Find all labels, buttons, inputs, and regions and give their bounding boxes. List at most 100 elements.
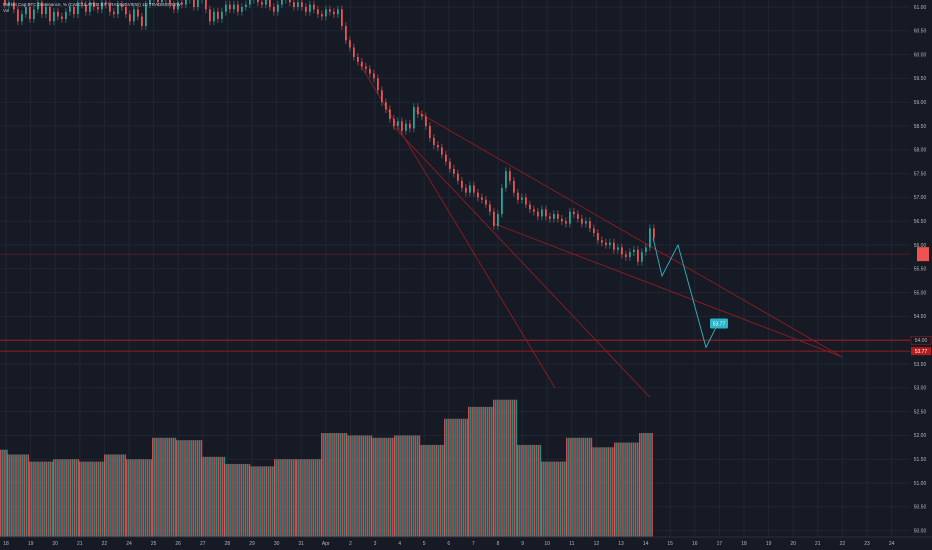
- x-tick-label: 31: [298, 541, 304, 547]
- volume-bar: [444, 418, 446, 537]
- current-price-tag[interactable]: [917, 247, 929, 262]
- target-callout[interactable]: [710, 318, 728, 329]
- volume-bar: [641, 433, 643, 537]
- candle: [401, 121, 403, 131]
- candle: [25, 7, 27, 15]
- candle: [381, 90, 383, 103]
- volume-bar: [89, 461, 91, 537]
- volume-bar: [394, 435, 396, 537]
- volume-bar: [446, 418, 448, 537]
- candle: [437, 145, 439, 148]
- volume-bar: [259, 466, 261, 537]
- candle: [517, 192, 519, 200]
- volume-bar: [352, 435, 354, 537]
- candle: [557, 214, 559, 219]
- volume-bar: [421, 444, 423, 537]
- candle: [409, 123, 411, 129]
- volume-bar: [286, 459, 288, 537]
- volume-bar: [207, 456, 209, 537]
- candle: [553, 214, 555, 219]
- candle: [633, 249, 635, 253]
- volume-bar: [523, 444, 525, 537]
- volume-bar: [158, 437, 160, 537]
- volume-bar: [148, 459, 151, 537]
- x-tick-label: 27: [200, 541, 206, 547]
- x-tick-label: 24: [889, 541, 895, 547]
- candle: [569, 211, 571, 224]
- volume-bar: [488, 406, 491, 537]
- candle: [41, 2, 43, 15]
- x-tick-label: 10: [544, 541, 550, 547]
- volume-bar: [553, 461, 555, 537]
- volume-bar: [480, 406, 482, 537]
- trendline[interactable]: [359, 63, 556, 389]
- volume-bar: [371, 437, 373, 537]
- volume-bar: [51, 461, 54, 537]
- volume-bar: [316, 459, 319, 537]
- volume-bar: [545, 461, 547, 537]
- candle: [353, 47, 355, 57]
- y-tick-label: 57.00: [914, 195, 927, 201]
- y-tick-label: 59.00: [914, 100, 927, 106]
- volume-bar: [213, 456, 215, 537]
- candle: [413, 106, 415, 129]
- volume-bar: [234, 463, 236, 537]
- x-tick-label: 26: [175, 541, 181, 547]
- volume-bar: [375, 437, 377, 537]
- volume-bar: [186, 440, 188, 537]
- candle: [229, 4, 231, 10]
- x-tick-label: 22: [840, 541, 846, 547]
- price-axis[interactable]: [910, 0, 932, 550]
- trendline[interactable]: [392, 125, 651, 398]
- candle: [337, 9, 339, 15]
- volume-bar: [267, 466, 270, 537]
- candle: [609, 242, 611, 245]
- volume-bar: [180, 440, 182, 537]
- symbol-title[interactable]: Market Cap BTC Dominance, % (CALCULATED …: [3, 2, 181, 7]
- volume-bar: [61, 459, 63, 537]
- volume-bar: [321, 433, 323, 537]
- volume-bar: [362, 435, 364, 537]
- candle: [37, 2, 39, 10]
- volume-bar: [448, 418, 450, 537]
- candle: [57, 11, 59, 17]
- volume-bar: [75, 459, 78, 537]
- volume-bar: [114, 454, 116, 537]
- candle: [421, 114, 423, 117]
- volume-bar: [632, 442, 635, 537]
- volume-bar: [541, 461, 543, 537]
- target-axis-label: 53.77: [915, 349, 928, 355]
- volume-bar: [221, 456, 224, 537]
- volume-bar: [433, 444, 435, 537]
- trendline[interactable]: [412, 108, 843, 358]
- volume-bar: [85, 461, 87, 537]
- candle: [345, 26, 347, 41]
- volume-bar: [634, 442, 637, 537]
- volume-bar: [312, 459, 314, 537]
- volume-bar: [164, 437, 166, 537]
- volume-bar: [154, 437, 156, 537]
- volume-bar: [63, 459, 65, 537]
- time-axis[interactable]: [0, 537, 932, 550]
- volume-indicator-label[interactable]: Vol: [3, 8, 10, 13]
- y-tick-label: 59.50: [914, 76, 927, 82]
- volume-bar: [39, 461, 41, 537]
- volume-bar: [493, 399, 495, 537]
- volume-bar: [595, 447, 597, 537]
- forecast-path[interactable]: [652, 237, 719, 349]
- volume-bar: [263, 466, 265, 537]
- volume-bar: [379, 437, 381, 537]
- candle: [561, 218, 563, 222]
- candle: [481, 197, 483, 200]
- volume-bar: [568, 437, 570, 537]
- volume-bar: [630, 442, 632, 537]
- y-tick-label: 53.00: [914, 386, 927, 392]
- candle: [93, 2, 95, 8]
- volume-bar: [152, 437, 154, 537]
- volume-bar: [49, 461, 52, 537]
- volume-bar: [282, 459, 284, 537]
- trendline[interactable]: [493, 223, 843, 358]
- volume-bar: [198, 440, 201, 537]
- candle: [321, 14, 323, 17]
